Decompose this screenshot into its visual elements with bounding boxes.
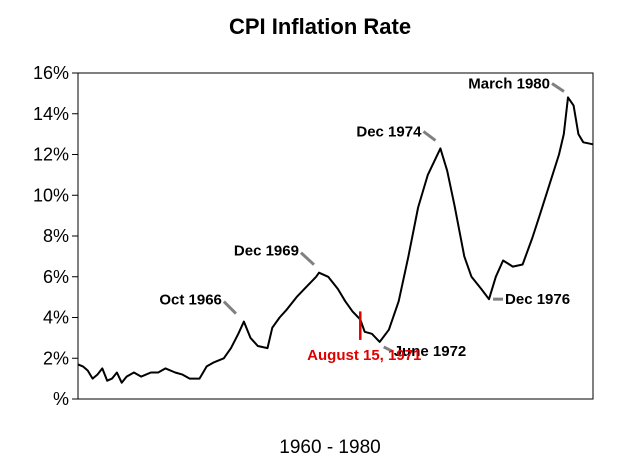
annotation-leader <box>299 251 315 266</box>
annotation-leader <box>383 345 393 353</box>
chart-title: CPI Inflation Rate <box>229 14 411 39</box>
annotation-label: Oct 1966 <box>159 292 222 309</box>
y-tick-label: 14% <box>33 104 69 124</box>
y-tick-label: % <box>53 389 69 409</box>
event-marker-label: August 15, 1971 <box>307 347 421 364</box>
x-axis-label: 1960 - 1980 <box>279 437 380 458</box>
annotation-leader <box>551 82 565 93</box>
event-marker-group: August 15, 1971 <box>307 311 421 364</box>
series-line <box>77 96 594 384</box>
annotation-leader <box>222 300 237 315</box>
annotation-label: June 1972 <box>394 343 467 360</box>
y-tick-label: 6% <box>43 267 69 287</box>
y-tick-label: 2% <box>43 348 69 368</box>
annotations: Oct 1966 Dec 1969 Dec 1974 March 1980 June 1… <box>159 75 570 360</box>
series-layer <box>77 96 594 384</box>
annotation-leader <box>422 130 437 142</box>
y-tick-label: 4% <box>43 308 69 328</box>
annotation-label: March 1980 <box>468 75 550 92</box>
annotation-label: Dec 1974 <box>356 123 422 140</box>
annotation-label: Dec 1976 <box>505 291 570 308</box>
y-tick-label: 12% <box>33 145 69 165</box>
y-axis: % 2% 4% 6% 8% 10% 12% 14% 16% <box>33 63 78 409</box>
y-tick-label: 8% <box>43 226 69 246</box>
annotation-label: Dec 1969 <box>234 243 299 260</box>
y-tick-label: 10% <box>33 185 69 205</box>
y-tick-label: 16% <box>33 63 69 83</box>
